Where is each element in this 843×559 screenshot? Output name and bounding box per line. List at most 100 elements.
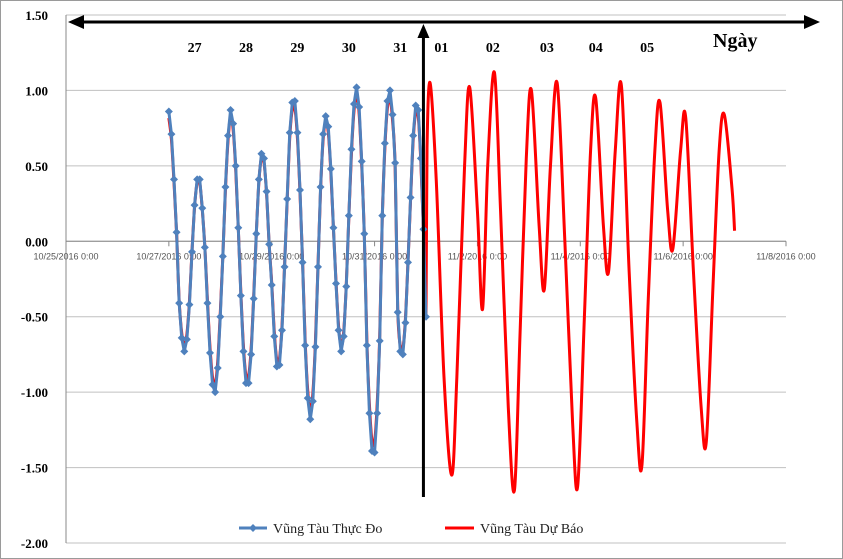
observed-point: [190, 201, 199, 210]
observed-point: [236, 291, 245, 300]
observed-point: [267, 281, 276, 290]
observed-point: [362, 341, 371, 350]
observed-series: [164, 83, 430, 457]
day-label: 02: [486, 41, 500, 56]
x-tick-label: 11/4/2016 0:00: [551, 251, 610, 261]
observed-point: [383, 96, 392, 105]
observed-point: [216, 312, 225, 321]
observed-point: [200, 243, 209, 252]
observed-point: [293, 128, 302, 137]
observed-point: [393, 308, 402, 317]
x-tick-label: 10/27/2016 0:00: [136, 251, 201, 261]
observed-point: [388, 110, 397, 119]
observed-point: [406, 193, 415, 202]
observed-point: [270, 332, 279, 341]
y-tick-label: -0.50: [21, 310, 48, 325]
observed-point: [370, 448, 379, 457]
observed-point: [375, 336, 384, 345]
observed-point: [350, 100, 358, 109]
legend-observed-label: Vũng Tàu Thực Đo: [273, 522, 382, 537]
observed-point: [175, 299, 184, 308]
x-tick-label: 10/25/2016 0:00: [33, 251, 98, 261]
x-tick-label: 11/8/2016 0:00: [756, 251, 815, 261]
observed-point: [283, 195, 292, 204]
observed-point: [185, 300, 194, 309]
observed-point: [316, 182, 325, 191]
observed-point: [398, 350, 407, 359]
observed-point: [231, 161, 240, 170]
observed-point: [303, 394, 312, 403]
observed-point: [182, 335, 191, 344]
observed-point: [324, 122, 333, 131]
observed-point: [308, 397, 317, 406]
observed-point: [252, 229, 261, 238]
observed-point: [170, 175, 178, 184]
observed-point: [260, 154, 268, 163]
observed-point: [234, 223, 243, 232]
observed-point: [360, 229, 369, 238]
observed-point: [391, 158, 400, 167]
observed-point: [329, 223, 338, 232]
observed-point: [332, 279, 340, 288]
annotations: [68, 15, 820, 497]
day-label: 30: [342, 41, 356, 56]
day-label: 01: [434, 41, 448, 56]
observed-point: [280, 262, 289, 271]
observed-point: [319, 130, 328, 139]
observed-point: [172, 228, 181, 237]
observed-point: [275, 360, 284, 369]
observed-point: [249, 294, 258, 303]
x-tick-label: 10/31/2016 0:00: [342, 251, 407, 261]
observed-point: [301, 341, 310, 350]
observed-point: [314, 262, 322, 271]
arrow-head-left: [68, 15, 84, 29]
observed-point: [221, 182, 230, 191]
legend: Vũng Tàu Thực Đo Vũng Tàu Dự Báo: [239, 522, 583, 537]
observed-point: [247, 350, 256, 359]
observed-point: [334, 326, 343, 335]
observed-point: [347, 145, 356, 154]
legend-observed-marker: [249, 524, 257, 532]
y-tick-label: 1.00: [25, 83, 48, 98]
day-label: 29: [290, 41, 304, 56]
divider-arrow-head: [417, 24, 430, 38]
y-tick-label: 1.50: [25, 8, 48, 23]
observed-point: [208, 380, 217, 389]
legend-forecast-label: Vũng Tàu Dự Báo: [480, 522, 583, 537]
observed-point: [278, 326, 286, 335]
arrow-head-right: [804, 15, 820, 29]
observed-point: [211, 388, 220, 397]
observed-point: [409, 131, 418, 140]
y-tick-label: 0.00: [25, 234, 48, 249]
observed-point: [206, 348, 214, 357]
axis-title-ngay: Ngày: [713, 30, 757, 52]
observed-point: [378, 211, 387, 220]
day-label: 05: [640, 41, 654, 56]
observed-point: [229, 119, 238, 128]
day-label: 28: [239, 41, 253, 56]
observed-point: [167, 130, 176, 139]
observed-point: [365, 409, 374, 418]
observed-point: [352, 83, 361, 92]
observed-point: [262, 187, 271, 196]
observed-point: [244, 379, 253, 388]
observed-point: [195, 175, 204, 184]
y-tick-label: -1.50: [21, 461, 48, 476]
y-tick-label: 0.50: [25, 159, 48, 174]
observed-point: [326, 164, 335, 173]
observed-point: [337, 347, 346, 356]
observed-point: [404, 258, 412, 267]
observed-point: [357, 157, 366, 166]
observed-point: [224, 131, 232, 140]
observed-point: [321, 112, 330, 121]
y-tick-label: -1.00: [21, 385, 48, 400]
observed-point: [342, 282, 351, 291]
observed-point: [265, 240, 274, 249]
observed-point: [355, 103, 364, 112]
observed-point: [239, 347, 248, 356]
observed-point: [218, 252, 227, 261]
y-tick-label: -2.00: [21, 536, 48, 551]
observed-point: [380, 139, 389, 148]
